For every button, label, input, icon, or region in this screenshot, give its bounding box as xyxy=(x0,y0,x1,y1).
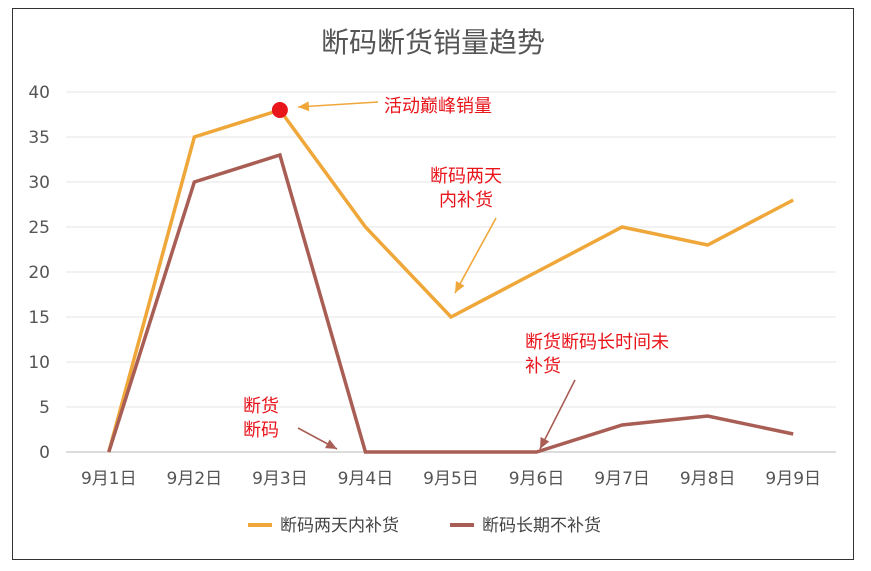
annotation-arrow xyxy=(297,101,379,108)
y-tick-label: 15 xyxy=(28,308,50,328)
peak-point xyxy=(271,102,288,118)
x-tick-label: 9月7日 xyxy=(594,469,650,489)
annotation-label: 断码两天 xyxy=(430,166,502,187)
y-tick-label: 0 xyxy=(39,443,50,463)
x-tick-label: 9月5日 xyxy=(423,469,479,489)
chart-frame xyxy=(12,8,854,560)
arrow-head xyxy=(298,101,310,112)
y-tick-label: 30 xyxy=(28,173,50,193)
annotation-label: 断货 xyxy=(243,396,279,417)
legend-label: 断码两天内补货 xyxy=(280,516,399,536)
annotation-label: 补货 xyxy=(525,356,561,377)
y-tick-label: 20 xyxy=(28,263,50,283)
legend: 断码两天内补货 断码长期不补货 xyxy=(248,516,601,536)
y-tick-label: 25 xyxy=(28,218,50,238)
gridlines xyxy=(66,91,836,453)
x-tick-label: 9月9日 xyxy=(765,469,821,489)
y-tick-label: 40 xyxy=(28,83,50,103)
y-axis: 0 5 10 15 20 25 30 35 40 xyxy=(28,83,50,463)
series-line-2 xyxy=(107,152,794,454)
annotation-arrow xyxy=(454,217,497,294)
series-layer xyxy=(107,102,795,454)
x-tick-label: 9月2日 xyxy=(167,469,223,489)
chart-title: 断码断货销量趋势 xyxy=(321,26,545,59)
annotation-arrow xyxy=(539,379,576,450)
arrow-head xyxy=(455,281,465,293)
y-tick-label: 35 xyxy=(28,128,50,148)
arrow-head xyxy=(325,439,337,449)
x-tick-label: 9月8日 xyxy=(680,469,736,489)
annotation-label: 断码 xyxy=(243,420,279,441)
x-tick-label: 9月3日 xyxy=(252,469,308,489)
x-tick-label: 9月4日 xyxy=(338,469,394,489)
annotation-label: 内补货 xyxy=(439,190,493,211)
series-line-1 xyxy=(107,107,795,453)
y-tick-label: 5 xyxy=(39,398,50,418)
arrow-head xyxy=(540,437,550,449)
legend-label: 断码长期不补货 xyxy=(482,516,601,536)
annotation-label: 断货断码长时间未 xyxy=(525,332,669,353)
annotation-label: 活动巅峰销量 xyxy=(384,96,492,117)
x-tick-label: 9月6日 xyxy=(509,469,565,489)
x-tick-label: 9月1日 xyxy=(81,469,137,489)
y-tick-label: 10 xyxy=(28,353,50,373)
x-axis: 9月1日 9月2日 9月3日 9月4日 9月5日 9月6日 9月7日 9月8日 9月9日 xyxy=(81,469,821,489)
